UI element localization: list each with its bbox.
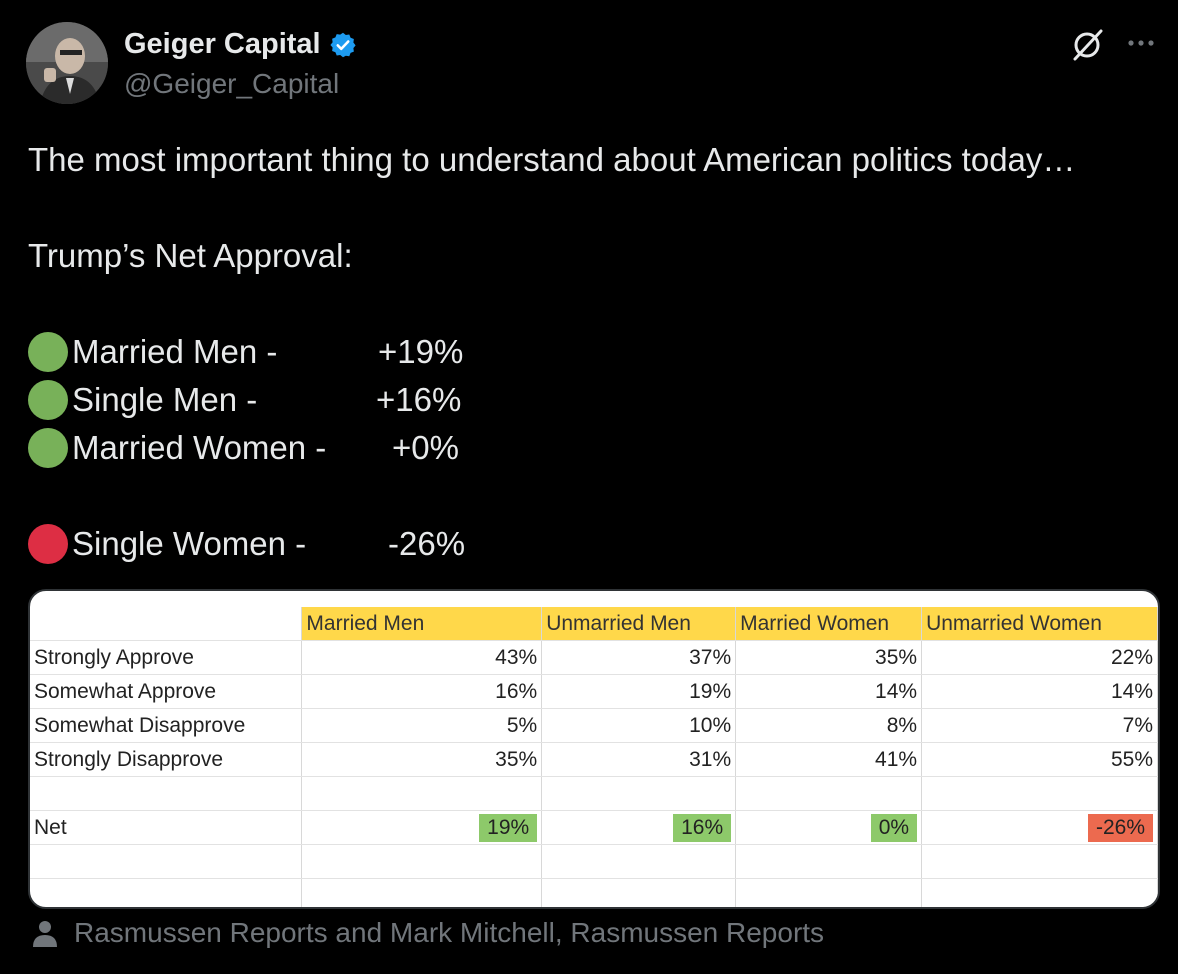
media-source[interactable]: Rasmussen Reports and Mark Mitchell, Ras… <box>30 917 824 949</box>
red-circle-icon <box>28 524 68 564</box>
approval-value: +0% <box>392 429 459 466</box>
table-cell: 16% <box>301 674 543 709</box>
table-cell: 22% <box>921 640 1158 675</box>
approval-label: Married Women - <box>72 429 327 466</box>
approval-table: Married Men Unmarried Men Married Women … <box>30 607 1158 907</box>
table-cell: 31% <box>541 742 737 777</box>
approval-label: Married Men - <box>72 333 278 370</box>
table-cell: 55% <box>921 742 1158 777</box>
column-header: Unmarried Men <box>541 607 737 641</box>
tweet-text: The most important thing to understand a… <box>28 136 1075 568</box>
table-cell: 10% <box>541 708 737 743</box>
tweet-heading: Trump’s Net Approval: <box>28 237 353 274</box>
table-cell: 35% <box>301 742 543 777</box>
table-cell: 43% <box>301 640 543 675</box>
display-name[interactable]: Geiger Capital <box>124 28 321 60</box>
table-cell: 37% <box>541 640 737 675</box>
table-row: Strongly Disapprove 35% 31% 41% 55% <box>30 742 1158 777</box>
approval-item: Married Women - +0% <box>28 424 1075 472</box>
table-header-row: Married Men Unmarried Men Married Women … <box>30 607 1158 641</box>
approval-value: -26% <box>388 525 466 562</box>
media-image[interactable]: Married Men Unmarried Men Married Women … <box>28 589 1160 909</box>
approval-item: Married Men - +19% <box>28 328 1075 376</box>
approval-item: Single Men - +16% <box>28 376 1075 424</box>
person-icon <box>33 921 57 947</box>
table-cell: 5% <box>301 708 543 743</box>
table-cell: 14% <box>921 674 1158 709</box>
table-cell: 41% <box>735 742 923 777</box>
table-cell: 8% <box>735 708 923 743</box>
table-cell: 7% <box>921 708 1158 743</box>
column-header: Married Women <box>735 607 923 641</box>
handle[interactable]: @Geiger_Capital <box>124 68 340 99</box>
green-circle-icon <box>28 428 68 468</box>
approval-value: +16% <box>376 381 462 418</box>
grok-icon[interactable] <box>1068 26 1106 64</box>
table-cell: 35% <box>735 640 923 675</box>
net-cell: 19% <box>479 813 538 842</box>
source-text: Rasmussen Reports and Mark Mitchell, Ras… <box>74 917 825 948</box>
green-circle-icon <box>28 380 68 420</box>
table-cell: 19% <box>541 674 737 709</box>
green-circle-icon <box>28 332 68 372</box>
net-cell: 0% <box>870 813 918 842</box>
row-label: Net <box>30 810 303 845</box>
table-empty-row <box>30 776 1158 811</box>
approval-label: Single Men - <box>72 381 258 418</box>
tweet-line: The most important thing to understand a… <box>28 141 1076 178</box>
table-net-row: Net 19% 16% 0% -26% <box>30 810 1158 845</box>
table-row: Somewhat Approve 16% 19% 14% 14% <box>30 674 1158 709</box>
avatar-photo <box>26 22 108 104</box>
table-row: Somewhat Disapprove 5% 10% 8% 7% <box>30 708 1158 743</box>
net-cell: 16% <box>673 813 732 842</box>
row-label: Strongly Approve <box>30 640 303 675</box>
table-empty-row <box>30 844 1158 879</box>
table-row: Strongly Approve 43% 37% 35% 22% <box>30 640 1158 675</box>
column-header: Unmarried Women <box>921 607 1158 641</box>
avatar[interactable] <box>26 22 108 104</box>
table-empty-row <box>30 878 1158 907</box>
row-label: Somewhat Approve <box>30 674 303 709</box>
net-cell: -26% <box>1087 813 1153 842</box>
table-cell: 14% <box>735 674 923 709</box>
approval-label: Single Women - <box>72 525 307 562</box>
column-header: Married Men <box>301 607 543 641</box>
row-label: Somewhat Disapprove <box>30 708 303 743</box>
verified-badge-icon[interactable] <box>329 31 357 59</box>
more-options-icon[interactable] <box>1124 26 1158 60</box>
approval-value: +19% <box>378 333 464 370</box>
row-label: Strongly Disapprove <box>30 742 303 777</box>
approval-item: Single Women - -26% <box>28 520 1075 568</box>
